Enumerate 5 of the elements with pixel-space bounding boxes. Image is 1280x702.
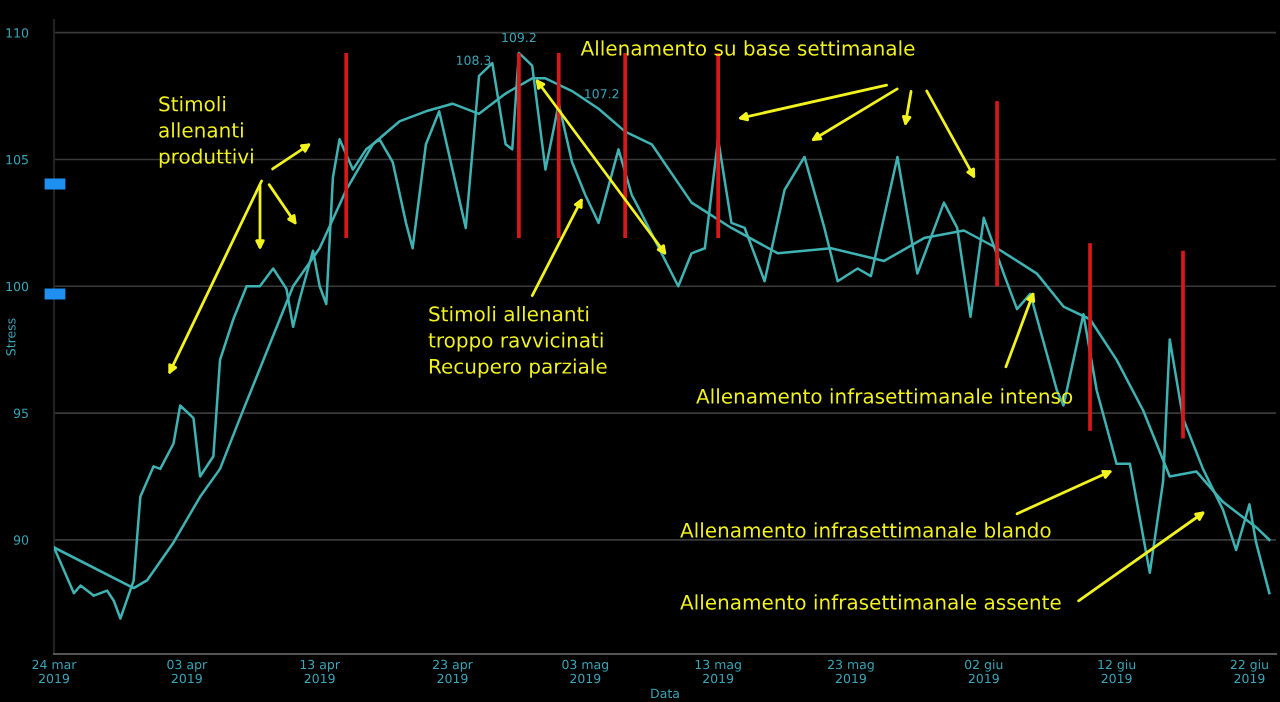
annotation: Stimoli allenanti troppo ravvicinati Recupero parziale — [428, 306, 607, 378]
annotation: Allenamento su base settimanale — [580, 40, 915, 56]
annotation: Allenamento infrasettimanale blando — [680, 522, 1051, 538]
annotation: Allenamento infrasettimanale assente — [680, 594, 1061, 610]
annotation: Stimoli allenanti produttivi — [159, 96, 253, 168]
